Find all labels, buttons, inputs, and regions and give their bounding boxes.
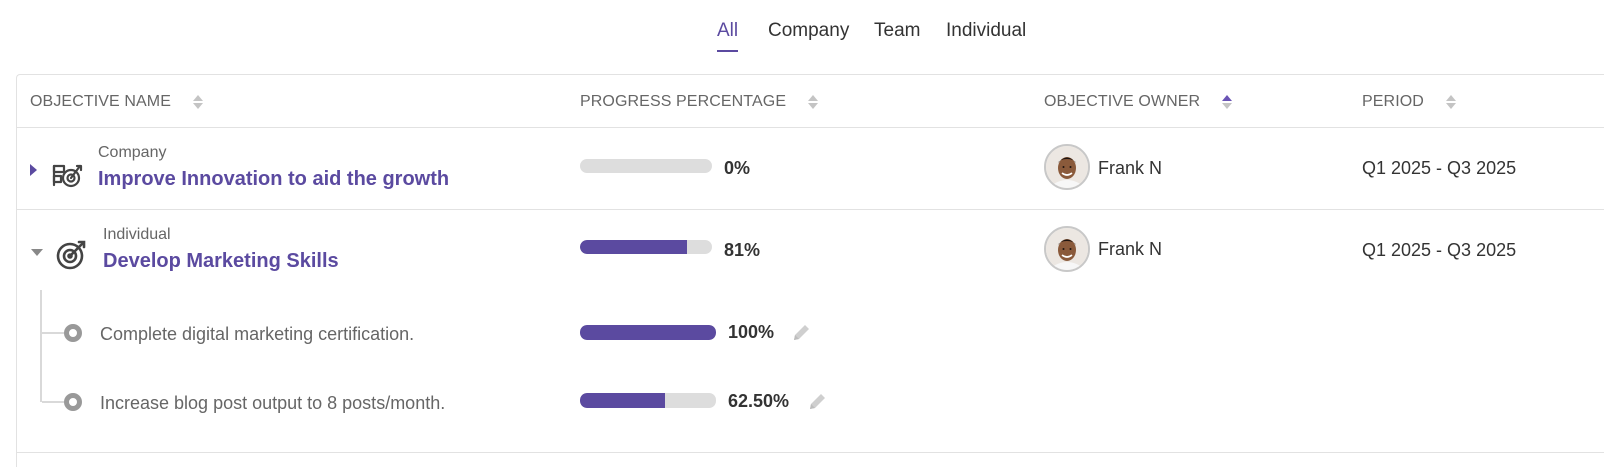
progress-bar-fill	[580, 240, 687, 254]
key-result-text: Complete digital marketing certification…	[100, 324, 415, 344]
column-header-label: OBJECTIVE OWNER	[1044, 93, 1201, 110]
period-label: Q1 2025 - Q3 2025	[1362, 158, 1517, 178]
objective-type-label: Company	[98, 144, 167, 161]
table-row: Individual Develop Marketing Skills 81% …	[17, 210, 1604, 453]
sort-ascending-icon[interactable]	[1222, 94, 1233, 110]
progress-percentage: 81%	[724, 240, 761, 260]
expand-caret-icon[interactable]	[30, 164, 37, 176]
progress-bar	[580, 325, 716, 340]
owner-name: Frank N	[1098, 239, 1163, 259]
objective-type-label: Individual	[103, 226, 171, 243]
sort-icon[interactable]	[1445, 94, 1456, 110]
progress-bar	[580, 240, 712, 254]
column-header-label: PROGRESS PERCENTAGE	[580, 93, 787, 110]
table-row: Company Improve Innovation to aid the gr…	[17, 128, 1604, 210]
avatar[interactable]	[1044, 226, 1090, 272]
tab-individual[interactable]: Individual	[946, 20, 1027, 41]
roadmap-target-icon	[50, 157, 84, 191]
progress-percentage: 0%	[724, 158, 751, 178]
objective-title-link[interactable]: Develop Marketing Skills	[103, 250, 339, 272]
owner-name: Frank N	[1098, 158, 1163, 178]
column-header-progress[interactable]: PROGRESS PERCENTAGE	[580, 93, 819, 111]
progress-percentage: 62.50%	[728, 391, 790, 411]
column-header-owner[interactable]: OBJECTIVE OWNER	[1044, 93, 1233, 111]
avatar[interactable]	[1044, 144, 1090, 190]
key-result-dot-icon	[64, 324, 82, 342]
period-label: Q1 2025 - Q3 2025	[1362, 240, 1517, 260]
filter-tabs: All Company Team Individual	[0, 20, 1604, 54]
progress-bar-fill	[580, 393, 665, 408]
tab-team[interactable]: Team	[874, 20, 921, 41]
progress-bar-fill	[580, 325, 716, 340]
tab-company[interactable]: Company	[768, 20, 850, 41]
tree-connector	[40, 290, 42, 402]
column-header-label: PERIOD	[1362, 93, 1424, 110]
progress-percentage: 100%	[728, 322, 775, 342]
key-result-text: Increase blog post output to 8 posts/mon…	[100, 393, 446, 413]
tree-connector	[42, 401, 64, 403]
progress-bar	[580, 159, 712, 173]
edit-pencil-icon[interactable]	[791, 321, 813, 343]
column-header-period[interactable]: PERIOD	[1362, 93, 1456, 111]
column-header-objective-name[interactable]: OBJECTIVE NAME	[30, 93, 203, 111]
objective-title-link[interactable]: Improve Innovation to aid the growth	[98, 168, 450, 190]
key-result-dot-icon	[64, 393, 82, 411]
table-header: OBJECTIVE NAME PROGRESS PERCENTAGE OBJEC…	[17, 75, 1604, 128]
collapse-caret-icon[interactable]	[31, 249, 43, 256]
column-header-label: OBJECTIVE NAME	[30, 93, 171, 110]
tab-all[interactable]: All	[717, 20, 739, 52]
objectives-table: OBJECTIVE NAME PROGRESS PERCENTAGE OBJEC…	[16, 74, 1604, 467]
tree-connector	[42, 332, 64, 334]
sort-icon[interactable]	[808, 94, 819, 110]
sort-icon[interactable]	[192, 94, 203, 110]
progress-bar	[580, 393, 716, 408]
target-icon	[54, 238, 88, 272]
edit-pencil-icon[interactable]	[807, 390, 829, 412]
